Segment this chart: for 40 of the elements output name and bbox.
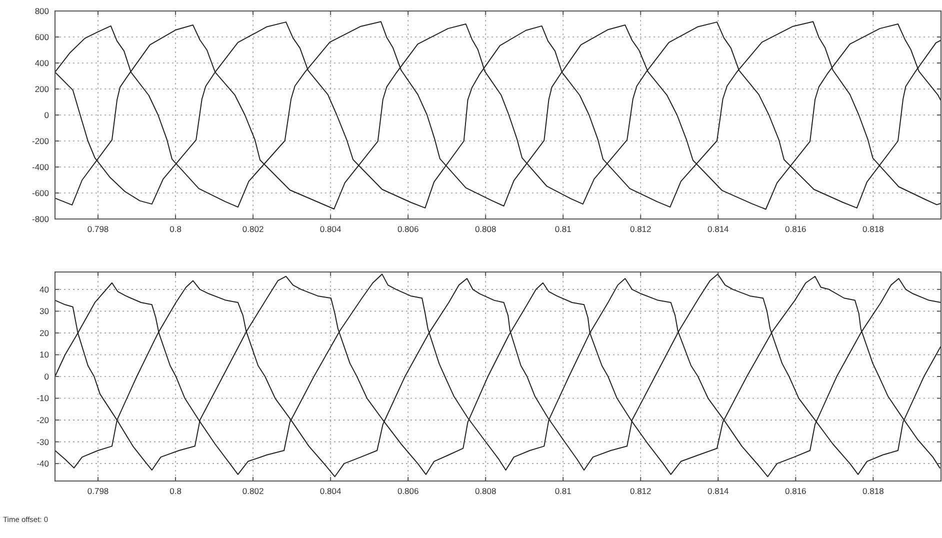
y-tick-label: -200 — [32, 136, 50, 146]
y-tick-label: -10 — [36, 393, 50, 404]
x-tick-label: 0.814 — [708, 486, 730, 496]
y-tick-label: -20 — [36, 415, 50, 426]
y-tick-label: -400 — [32, 162, 50, 172]
y-tick-label: 800 — [34, 6, 50, 16]
y-tick-label: 0 — [44, 371, 50, 382]
x-tick-label: 0.818 — [862, 486, 884, 496]
y-tick-label: 20 — [40, 328, 50, 338]
x-tick-label: 0.812 — [630, 224, 652, 234]
x-tick-label: 0.802 — [242, 224, 264, 234]
y-tick-label: 40 — [40, 284, 50, 294]
y-tick-label: 0 — [44, 110, 50, 120]
y-tick-label: -800 — [32, 214, 50, 224]
x-tick-label: 0.812 — [630, 486, 652, 496]
x-tick-label: 0.798 — [87, 486, 109, 496]
x-tick-label: 0.816 — [785, 486, 807, 496]
y-tick-label: 30 — [40, 306, 50, 316]
x-tick-label: 0.804 — [320, 486, 342, 496]
x-tick-label: 0.8 — [170, 486, 182, 496]
x-tick-label: 0.808 — [474, 224, 496, 234]
x-tick-label: 0.81 — [554, 486, 572, 496]
x-tick-label: 0.816 — [785, 224, 807, 234]
x-tick-label: 0.81 — [554, 224, 572, 234]
x-tick-label: 0.806 — [397, 224, 419, 234]
y-tick-label: 10 — [40, 350, 50, 360]
x-tick-label: 0.802 — [242, 486, 264, 496]
y-tick-label: 200 — [34, 84, 50, 94]
y-tick-label: -600 — [32, 188, 50, 198]
x-tick-label: 0.808 — [474, 486, 496, 496]
y-tick-label: -40 — [36, 458, 50, 469]
y-tick-label: 600 — [34, 32, 50, 42]
y-tick-label: 400 — [34, 58, 50, 68]
x-tick-label: 0.814 — [708, 224, 730, 234]
x-tick-label: 0.818 — [862, 224, 884, 234]
x-tick-label: 0.8 — [170, 224, 182, 234]
y-tick-label: -30 — [36, 436, 50, 447]
x-tick-label: 0.806 — [397, 486, 419, 496]
x-tick-label: 0.804 — [320, 224, 342, 234]
x-tick-label: 0.798 — [87, 224, 109, 234]
